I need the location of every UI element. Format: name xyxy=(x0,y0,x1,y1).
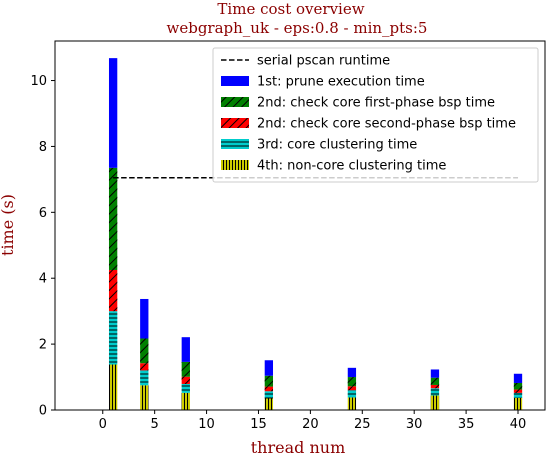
bar-segment-hatch xyxy=(264,398,274,410)
legend-patch-hatch xyxy=(221,97,249,107)
bar-segment-hatch xyxy=(181,392,190,410)
bar-segment-hatch xyxy=(140,370,149,386)
x-tick-label: 30 xyxy=(406,417,423,432)
y-tick-label: 2 xyxy=(39,338,47,353)
bar-segment-hatch xyxy=(108,167,118,270)
bar-segment-hatch xyxy=(181,376,190,384)
bar-segment-hatch xyxy=(347,377,357,387)
bar-segment-hatch xyxy=(430,384,440,389)
x-tick-label: 10 xyxy=(198,417,215,432)
plot-frame xyxy=(54,40,546,411)
legend-label: 3rd: core clustering time xyxy=(257,138,417,153)
legend-label: serial pscan runtime xyxy=(257,54,390,69)
x-ticks: 0 5 10 15 20 25 30 35 40 xyxy=(99,410,527,432)
bar-segment-hatch xyxy=(140,385,149,410)
x-tick-label: 20 xyxy=(302,417,319,432)
legend-patch xyxy=(221,76,249,86)
bar-segment-hatch xyxy=(108,364,118,410)
y-tick-label: 10 xyxy=(30,74,47,89)
y-tick-label: 4 xyxy=(39,272,47,287)
bar-segment-hatch xyxy=(140,338,149,364)
legend-patch-hatch xyxy=(221,118,249,128)
bar-segment xyxy=(181,337,190,362)
bar-segment-hatch xyxy=(181,361,190,377)
bar-segment-hatch xyxy=(347,397,357,410)
bar-segment xyxy=(140,298,149,339)
bar-segment xyxy=(513,373,523,383)
y-tick-label: 8 xyxy=(39,140,47,155)
legend-patch-hatch xyxy=(221,139,249,149)
bar-segment-hatch xyxy=(347,386,357,391)
bar-segment-hatch xyxy=(264,375,274,387)
bars-layer xyxy=(108,58,523,410)
bar-segment-hatch xyxy=(264,386,274,392)
x-tick-label: 15 xyxy=(250,417,267,432)
bar-segment-hatch xyxy=(513,397,523,410)
bar-segment-hatch xyxy=(430,388,440,396)
bar-segment-hatch xyxy=(513,392,523,398)
bar-segment-hatch xyxy=(264,391,274,399)
chart-subtitle: webgraph_uk - eps:0.8 - min_pts:5 xyxy=(167,19,428,37)
legend-box xyxy=(212,47,539,183)
y-tick-label: 6 xyxy=(39,206,47,221)
bar-segment-hatch xyxy=(513,382,523,390)
y-ticks: 0 2 4 6 8 10 xyxy=(30,74,55,419)
y-tick-label: 0 xyxy=(39,404,47,419)
bar-segment xyxy=(264,360,274,376)
bar-segment-hatch xyxy=(108,269,118,312)
bar-segment-hatch xyxy=(430,395,440,410)
bar-segment-hatch xyxy=(430,377,440,385)
x-tick-label: 0 xyxy=(99,417,107,432)
bar-segment xyxy=(347,367,357,378)
bar-segment-hatch xyxy=(513,389,523,393)
x-axis-label: thread num xyxy=(251,438,346,456)
x-tick-label: 35 xyxy=(458,417,475,432)
bar-segment xyxy=(430,369,440,378)
legend-label: 2nd: check core first-phase bsp time xyxy=(257,96,495,111)
bar-segment xyxy=(108,58,118,168)
legend-label: 2nd: check core second-phase bsp time xyxy=(257,117,516,132)
y-axis-label: time (s) xyxy=(0,194,17,256)
x-tick-label: 5 xyxy=(151,417,159,432)
bar-segment-hatch xyxy=(347,390,357,398)
legend-label: 1st: prune execution time xyxy=(257,75,425,90)
bar-segment-hatch xyxy=(108,311,118,365)
x-tick-label: 40 xyxy=(510,417,527,432)
bar-segment-hatch xyxy=(181,383,190,393)
chart-title: Time cost overview xyxy=(217,0,364,18)
legend-label: 4th: non-core clustering time xyxy=(257,159,446,174)
x-tick-label: 25 xyxy=(354,417,371,432)
legend-patch-hatch xyxy=(221,160,249,170)
legend: serial pscan runtime 1st: prune execution… xyxy=(212,47,539,183)
bar-segment-hatch xyxy=(140,363,149,371)
